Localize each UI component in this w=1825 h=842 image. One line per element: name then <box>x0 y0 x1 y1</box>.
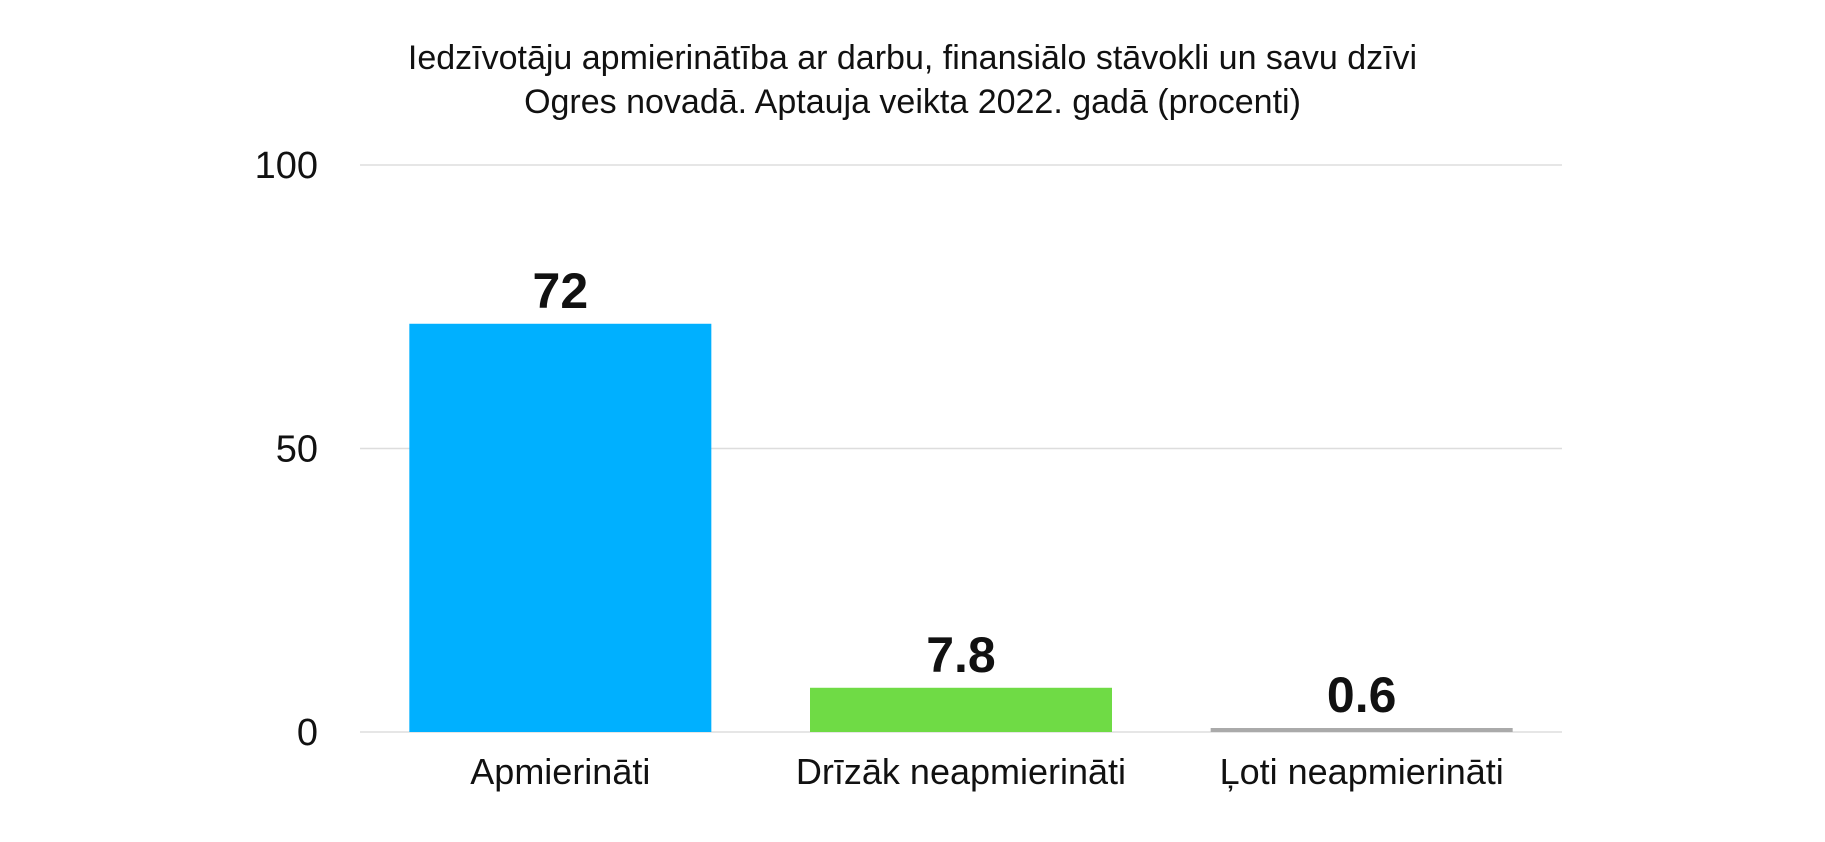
y-tick-label: 100 <box>255 145 318 187</box>
x-tick-label: Apmierināti <box>470 751 650 792</box>
chart-title-line-1: Iedzīvotāju apmierinātība ar darbu, fina… <box>407 39 1418 77</box>
x-tick-label: Drīzāk neapmierināti <box>796 751 1126 792</box>
y-tick-label: 0 <box>297 712 318 754</box>
y-tick-label: 50 <box>276 429 318 471</box>
x-tick-label: Ļoti neapmierināti <box>1220 751 1504 792</box>
data-label: 7.8 <box>926 627 996 683</box>
bar <box>409 323 712 732</box>
data-label: 72 <box>533 263 589 319</box>
chart-title-line-2: Ogres novadā. Aptauja veikta 2022. gadā … <box>524 83 1301 121</box>
bar <box>1210 728 1513 732</box>
bar <box>810 687 1112 732</box>
data-label: 0.6 <box>1327 667 1397 723</box>
